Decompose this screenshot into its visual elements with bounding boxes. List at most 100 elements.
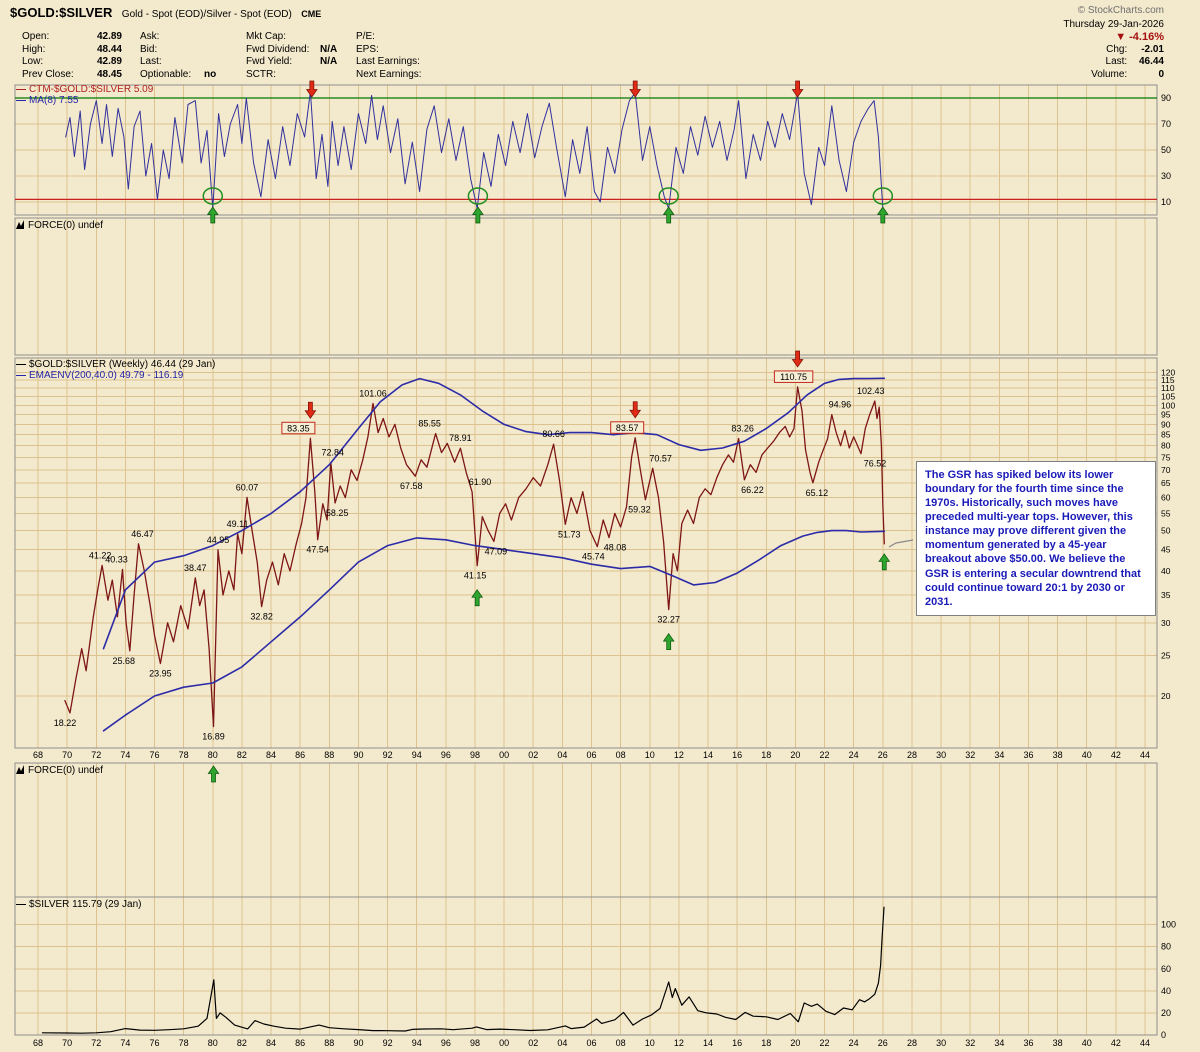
x-axis-label: 70 <box>62 750 72 760</box>
x-axis-label: 80 <box>208 750 218 760</box>
price-label: 70.57 <box>649 453 672 463</box>
chg-label: Chg: <box>1106 43 1128 55</box>
buy-signal-arrow <box>471 206 484 224</box>
x-axis-label: 44 <box>1140 1038 1150 1048</box>
buy-signal-arrow <box>662 206 675 224</box>
price-label: 83.26 <box>731 423 754 433</box>
x-axis-label: 68 <box>33 1038 43 1048</box>
x-axis-label: 96 <box>441 750 451 760</box>
force-indicator-icon <box>16 220 24 229</box>
x-axis-label: 92 <box>383 750 393 760</box>
legend-ma8: — MA(8) 7.55 <box>16 95 78 106</box>
y-axis-label: 115 <box>1161 375 1175 385</box>
ema-envelope-lower-line <box>102 529 886 732</box>
y-axis-label: 20 <box>1161 691 1171 701</box>
ask-label: Ask: <box>140 31 160 42</box>
sell-signal-arrow <box>791 350 804 368</box>
legend-force-1: FORCE(0) undef <box>16 220 103 231</box>
prev-close-label: Prev Close: <box>22 68 74 80</box>
price-label: 44.95 <box>207 535 230 545</box>
x-axis-label: 12 <box>674 1038 684 1048</box>
price-label: 85.55 <box>418 419 441 429</box>
x-axis-label: 10 <box>645 1038 655 1048</box>
last-trade-label: Last: <box>140 56 162 67</box>
eps-label: EPS: <box>356 43 379 55</box>
price-label: 41.15 <box>464 571 487 581</box>
y-axis-label: 80 <box>1161 441 1171 451</box>
price-label: 80.66 <box>542 429 565 439</box>
x-axis-label: 84 <box>266 1038 276 1048</box>
price-label: 41.22 <box>89 550 112 560</box>
x-axis-label: 78 <box>179 750 189 760</box>
gridlines <box>15 85 1157 1035</box>
sell-signal-arrow <box>791 80 804 98</box>
x-axis-label: 14 <box>703 750 713 760</box>
fwd-yield-label: Fwd Yield: <box>246 56 293 67</box>
y-axis-label: 35 <box>1161 590 1171 600</box>
chart-date: Thursday 29-Jan-2026 <box>1063 19 1164 30</box>
y-axis-label: 120 <box>1161 367 1175 377</box>
x-axis-label: 42 <box>1111 1038 1121 1048</box>
prev-close-value: 48.45 <box>96 68 122 80</box>
x-axis-label: 20 <box>790 1038 800 1048</box>
quote-col-fundamentals: Mkt Cap: Fwd Dividend: N/A Fwd Yield: N/A … <box>246 31 337 81</box>
legend-force-2: FORCE(0) undef <box>16 765 103 776</box>
chg-value: -2.01 <box>1141 43 1164 55</box>
y-axis-label: 60 <box>1161 964 1171 974</box>
price-label: 49.11 <box>227 519 249 529</box>
y-axis-label: 100 <box>1161 400 1175 410</box>
y-axis-label: 40 <box>1161 986 1171 996</box>
y-axis-label: 50 <box>1161 526 1171 536</box>
oversold-circle <box>658 187 679 205</box>
x-axis-label: 44 <box>1140 750 1150 760</box>
x-axis-label: 30 <box>936 1038 946 1048</box>
price-label: 59.32 <box>628 505 651 515</box>
x-axis-label: 38 <box>1053 750 1063 760</box>
x-axis-label: 34 <box>994 750 1004 760</box>
y-axis-label: 80 <box>1161 942 1171 952</box>
quote-col-change: ▼ -4.16% Chg: -2.01 Last: 46.44 Volume: … <box>1091 31 1164 81</box>
x-axis-label: 78 <box>179 1038 189 1048</box>
y-axis-label: 55 <box>1161 508 1171 518</box>
price-label: 40.33 <box>105 554 128 564</box>
silver-line-swatch: — <box>16 899 26 910</box>
high-label: High: <box>22 43 46 55</box>
next-earnings-label: Next Earnings: <box>356 68 422 80</box>
buy-signal-arrow <box>206 206 219 224</box>
price-label: 38.47 <box>184 563 207 573</box>
x-axis-label: 22 <box>820 1038 830 1048</box>
change-percent: ▼ -4.16% <box>1115 31 1164 43</box>
y-axis-label: 60 <box>1161 493 1171 503</box>
exchange-label: CME <box>301 9 322 19</box>
open-label: Open: <box>22 31 50 42</box>
sctr-label: SCTR: <box>246 68 276 80</box>
buy-signal-arrow <box>207 765 220 783</box>
x-axis-label: 88 <box>324 1038 334 1048</box>
price-label: 65.12 <box>806 488 829 498</box>
x-axis-label: 96 <box>441 1038 451 1048</box>
x-axis-label: 42 <box>1111 750 1121 760</box>
gsr-price-line <box>64 386 885 728</box>
oversold-circle <box>467 187 489 205</box>
x-axis-label: 22 <box>820 750 830 760</box>
ma8-line-swatch: — <box>16 95 26 106</box>
sell-signal-arrow <box>629 80 642 98</box>
x-axis-label: 18 <box>761 750 771 760</box>
price-label: 61.90 <box>469 477 492 487</box>
sell-signal-arrow <box>629 401 642 419</box>
last-value: 46.44 <box>1138 56 1164 67</box>
x-axis-label: 20 <box>790 750 800 760</box>
buy-signal-arrow <box>876 206 889 224</box>
pe-label: P/E: <box>356 31 375 42</box>
price-label-box <box>281 421 316 435</box>
x-axis-label: 02 <box>528 750 538 760</box>
x-axis-label: 82 <box>237 750 247 760</box>
x-axis-label: 36 <box>1023 1038 1033 1048</box>
x-axis-label: 08 <box>616 1038 626 1048</box>
y-axis-label: 50 <box>1161 145 1171 155</box>
panel-main-border <box>14 357 1158 749</box>
y-axis-label: 85 <box>1161 430 1171 440</box>
oversold-circle <box>872 187 894 205</box>
y-axis-label: 20 <box>1161 1008 1171 1018</box>
y-axis-label: 30 <box>1161 171 1171 181</box>
